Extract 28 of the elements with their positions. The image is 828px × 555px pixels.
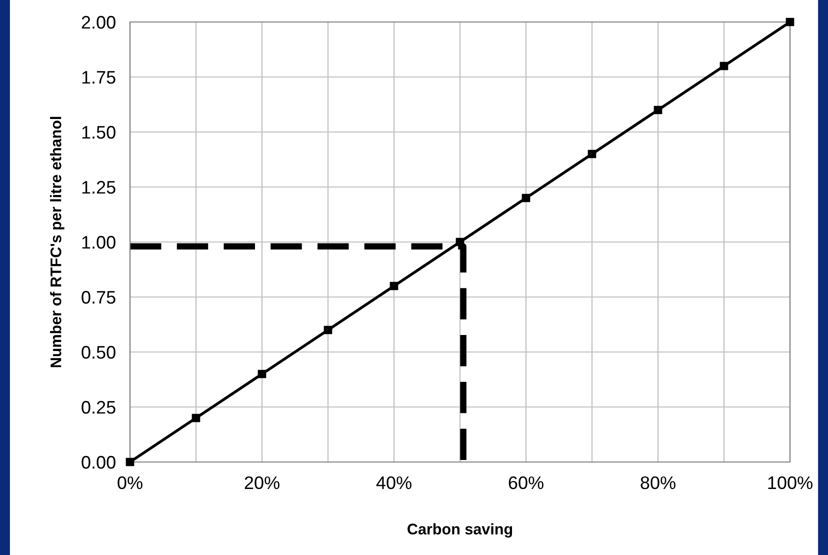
y-tick-label: 0.00 bbox=[82, 456, 116, 469]
x-tick-label: 80% bbox=[640, 476, 676, 490]
y-tick-label: 0.75 bbox=[82, 290, 116, 304]
point bbox=[390, 282, 398, 290]
y-tick-label: 1.50 bbox=[82, 126, 116, 139]
x-tick-label: 0% bbox=[118, 476, 142, 490]
point bbox=[324, 326, 332, 334]
y-tick-label: 1.75 bbox=[82, 71, 116, 84]
point bbox=[786, 18, 794, 26]
x-axis-title: Carbon saving bbox=[408, 523, 512, 538]
y-tick-label: 0.25 bbox=[82, 400, 116, 414]
point bbox=[720, 62, 728, 70]
point bbox=[522, 194, 530, 202]
x-tick-label: 100% bbox=[768, 476, 812, 490]
point bbox=[456, 238, 464, 246]
x-tick-label: 40% bbox=[376, 476, 412, 490]
point bbox=[192, 414, 200, 422]
y-axis-title: Number of RTFC's per litre ethanol bbox=[50, 116, 64, 368]
x-tick-label: 60% bbox=[508, 476, 544, 490]
point bbox=[654, 106, 662, 114]
point bbox=[588, 150, 596, 158]
y-tick-label: 1.25 bbox=[82, 180, 116, 194]
point bbox=[258, 370, 266, 378]
y-tick-label: 2.00 bbox=[82, 16, 116, 29]
x-tick-label: 20% bbox=[244, 476, 280, 490]
point bbox=[126, 458, 134, 466]
y-tick-label: 1.00 bbox=[82, 236, 116, 249]
y-tick-label: 0.50 bbox=[82, 346, 116, 359]
